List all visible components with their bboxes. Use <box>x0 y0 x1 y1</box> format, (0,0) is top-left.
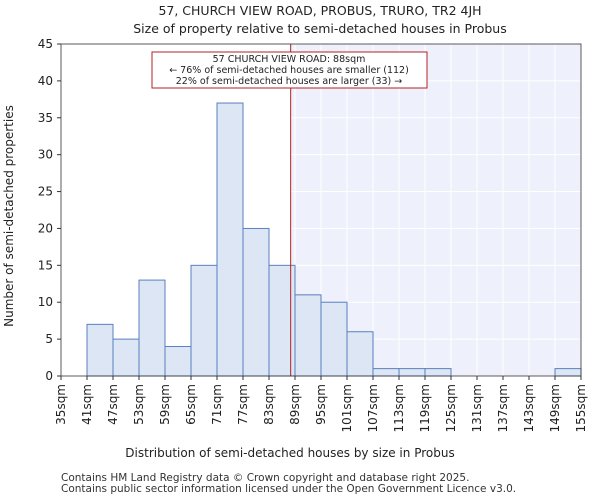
bar-113sqm <box>398 368 426 377</box>
y-axis: 0 5 10 15 20 25 30 35 40 45 <box>38 37 61 383</box>
x-tick-label: 89sqm <box>288 384 302 425</box>
y-tick-label: 10 <box>38 295 53 309</box>
plot-frame <box>60 43 582 377</box>
y-axis-label: Number of semi-detached properties <box>2 105 16 327</box>
x-tick-label: 95sqm <box>314 384 328 425</box>
annotation-line-3: 22% of semi-detached houses are larger (… <box>176 76 403 87</box>
y-tick-label: 0 <box>45 369 53 383</box>
x-tick-label: 131sqm <box>470 384 484 432</box>
y-tick-label: 45 <box>38 37 53 51</box>
bar-41sqm <box>86 323 114 377</box>
annotation-line-2: ← 76% of semi-detached houses are smalle… <box>169 65 409 76</box>
x-tick-label: 59sqm <box>158 384 172 425</box>
x-tick-label: 41sqm <box>80 384 94 425</box>
footer-copyright: Contains HM Land Registry data © Crown c… <box>61 472 470 484</box>
y-tick-label: 5 <box>45 332 53 346</box>
x-tick-label: 113sqm <box>392 384 406 432</box>
x-tick-label: 47sqm <box>106 384 120 425</box>
chart-title: 57, CHURCH VIEW ROAD, PROBUS, TRURO, TR2… <box>158 3 481 18</box>
x-tick-label: 107sqm <box>366 384 380 432</box>
bar-101sqm <box>346 331 374 377</box>
x-tick-label: 65sqm <box>184 384 198 425</box>
y-tick-label: 25 <box>38 185 53 199</box>
bar-71sqm <box>216 102 244 377</box>
x-tick-label: 125sqm <box>444 384 458 432</box>
x-tick-label: 155sqm <box>574 384 588 432</box>
bar-59sqm <box>164 345 192 377</box>
annotation-box: 57 CHURCH VIEW ROAD: 88sqm ← 76% of semi… <box>151 51 428 89</box>
bar-107sqm <box>372 368 400 377</box>
x-tick-label: 83sqm <box>262 384 276 425</box>
bar-65sqm <box>190 264 218 377</box>
chart-subtitle: Size of property relative to semi-detach… <box>133 21 506 36</box>
x-tick-label: 77sqm <box>236 384 250 425</box>
bar-95sqm <box>320 301 348 377</box>
annotation-line-1: 57 CHURCH VIEW ROAD: 88sqm <box>213 54 366 65</box>
y-tick-label: 15 <box>38 258 53 272</box>
x-tick-label: 71sqm <box>210 384 224 425</box>
y-tick-label: 20 <box>38 221 53 235</box>
bar-77sqm <box>242 227 270 377</box>
bar-149sqm <box>554 368 582 377</box>
bar-53sqm <box>138 279 166 377</box>
x-tick-label: 143sqm <box>522 384 536 432</box>
bar-89sqm <box>294 294 322 377</box>
footer-licence: Contains public sector information licen… <box>61 483 517 495</box>
annotation-frame <box>151 51 428 89</box>
y-tick-label: 40 <box>38 74 53 88</box>
x-tick-label: 101sqm <box>340 384 354 432</box>
y-tick-label: 30 <box>38 148 53 162</box>
bar-47sqm <box>112 338 140 377</box>
x-tick-label: 53sqm <box>132 384 146 425</box>
x-tick-label: 149sqm <box>548 384 562 432</box>
y-tick-label: 35 <box>38 111 53 125</box>
x-tick-label: 119sqm <box>418 384 432 432</box>
bar-119sqm <box>424 368 452 377</box>
x-axis-label: Distribution of semi-detached houses by … <box>125 446 454 460</box>
x-tick-label: 137sqm <box>496 384 510 432</box>
x-axis: 35sqm 41sqm 47sqm 53sqm 59sqm 65sqm 71sqm 77sqm… <box>54 376 588 432</box>
x-tick-label: 35sqm <box>54 384 68 425</box>
